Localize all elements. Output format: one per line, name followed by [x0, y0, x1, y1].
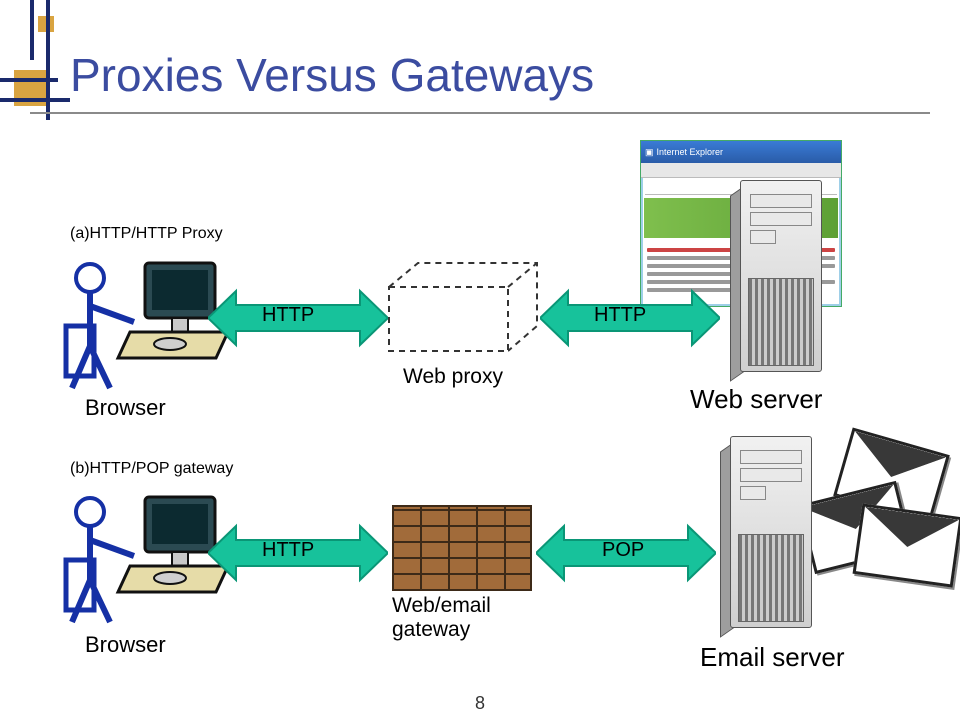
row-a-tag: (a)HTTP/HTTP Proxy — [70, 225, 223, 243]
browser-user-b — [60, 482, 230, 632]
row-b-tag: (b)HTTP/POP gateway — [70, 460, 233, 478]
row-b-mid-label: Web/emailgateway — [392, 594, 491, 642]
row-a-mid-label: Web proxy — [403, 365, 503, 389]
slide-title: Proxies Versus Gateways — [70, 48, 594, 102]
page-number: 8 — [0, 693, 960, 714]
deco-line-v2 — [46, 0, 50, 120]
title-underline — [30, 112, 930, 114]
row-b-server-label: Email server — [700, 642, 844, 673]
row-a-server-label: Web server — [690, 384, 822, 415]
deco-line-v1 — [30, 0, 34, 60]
arrow-b-right-label: POP — [602, 539, 644, 562]
row-b-browser-label: Browser — [85, 632, 166, 658]
row-a-browser-label: Browser — [85, 395, 166, 421]
gateway-wall — [392, 505, 532, 591]
deco-line-h2 — [0, 98, 70, 102]
web-server-icon — [730, 180, 830, 380]
arrow-a-left-label: HTTP — [262, 304, 314, 327]
proxy-box — [388, 262, 538, 352]
arrow-a-right-label: HTTP — [594, 304, 646, 327]
browser-user-a — [60, 248, 230, 398]
arrow-b-left-label: HTTP — [262, 539, 314, 562]
email-server-icon — [720, 436, 820, 636]
slide: Proxies Versus Gateways ▣Internet Explor… — [0, 0, 960, 720]
